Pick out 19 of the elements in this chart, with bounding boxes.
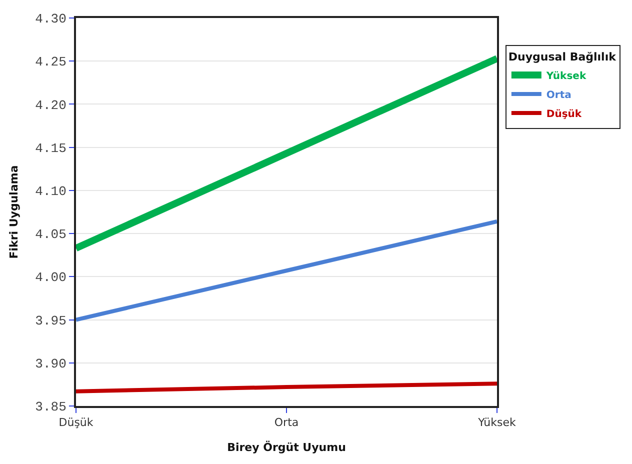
legend-label: Orta xyxy=(546,90,572,101)
x-axis-title: Birey Örgüt Uyumu xyxy=(227,440,346,454)
legend-label: Yüksek xyxy=(545,70,586,82)
y-axis-title: Fikri Uygulama xyxy=(7,165,20,259)
y-tick-label: 4.20 xyxy=(35,98,66,113)
x-tick-label: Yüksek xyxy=(477,416,516,430)
y-tick-label: 4.05 xyxy=(35,227,66,242)
x-tick-label: Düşük xyxy=(58,416,94,430)
legend-label: Düşük xyxy=(546,108,582,120)
y-tick-label: 4.25 xyxy=(35,54,66,70)
x-tick-label: Orta xyxy=(274,416,299,430)
y-tick-label: 4.10 xyxy=(35,184,66,199)
y-tick-label: 4.00 xyxy=(35,270,66,286)
legend-title: Duygusal Bağlılık xyxy=(508,50,617,64)
y-tick-label: 3.85 xyxy=(35,400,66,415)
y-tick-label: 3.90 xyxy=(35,356,66,372)
y-tick-label: 3.95 xyxy=(35,313,66,328)
y-tick-label: 4.15 xyxy=(35,140,66,156)
y-tick-label: 4.30 xyxy=(35,12,66,27)
